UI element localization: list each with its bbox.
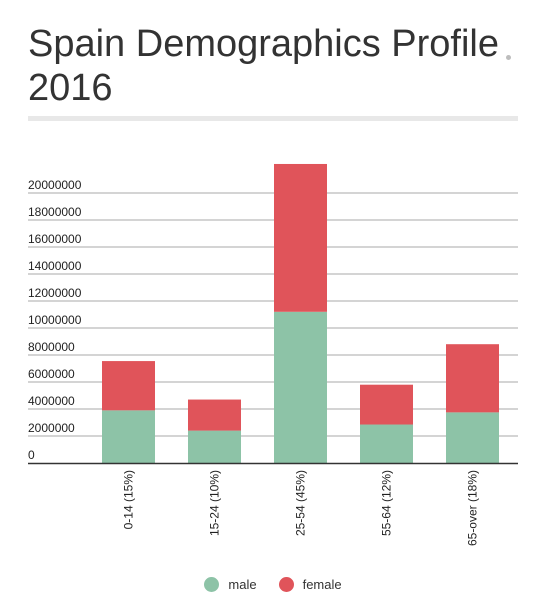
y-tick-label: 2000000 bbox=[28, 421, 75, 435]
y-tick-label: 10000000 bbox=[28, 313, 82, 327]
x-tick-label: 0-14 (15%) bbox=[122, 470, 136, 529]
y-tick-label: 16000000 bbox=[28, 232, 82, 246]
y-tick-label: 18000000 bbox=[28, 205, 82, 219]
x-tick-label: 25-54 (45%) bbox=[294, 470, 308, 536]
x-tick-label: 15-24 (10%) bbox=[208, 470, 222, 536]
bar-male[interactable] bbox=[274, 311, 327, 463]
x-axis-tick-labels: 0-14 (15%) 15-24 (10%) 25-54 (45%) 55-64 (1… bbox=[122, 470, 480, 546]
y-tick-label: 0 bbox=[28, 448, 35, 462]
bar-female[interactable] bbox=[274, 163, 327, 312]
legend: male female bbox=[0, 577, 546, 592]
y-tick-label: 6000000 bbox=[28, 367, 75, 381]
x-tick-label: 55-64 (12%) bbox=[380, 470, 394, 536]
legend-label-male: male bbox=[228, 577, 257, 592]
bar-male[interactable] bbox=[360, 424, 413, 463]
y-tick-label: 14000000 bbox=[28, 259, 82, 273]
bar-male[interactable] bbox=[446, 412, 499, 463]
x-tick-label: 65-over (18%) bbox=[466, 470, 480, 546]
bars bbox=[102, 163, 499, 463]
y-tick-label: 8000000 bbox=[28, 340, 75, 354]
gridlines bbox=[28, 192, 518, 437]
legend-item-female[interactable]: female bbox=[278, 577, 342, 592]
y-tick-label: 20000000 bbox=[28, 178, 82, 192]
chart-title-line-1: Spain Demographics Profile bbox=[28, 23, 500, 65]
legend-label-female: female bbox=[302, 577, 342, 592]
bar-female[interactable] bbox=[102, 361, 155, 411]
legend-swatch-male bbox=[204, 577, 220, 592]
title-dot bbox=[506, 55, 511, 60]
bar-female[interactable] bbox=[446, 344, 499, 413]
bar-female[interactable] bbox=[188, 399, 241, 431]
y-axis-tick-labels: 0 2000000 4000000 6000000 8000000 10000000 120… bbox=[28, 178, 82, 462]
y-tick-label: 4000000 bbox=[28, 394, 75, 408]
title-divider bbox=[28, 116, 518, 121]
bar-male[interactable] bbox=[188, 430, 241, 463]
chart-title: Spain Demographics Profile 2016 bbox=[28, 22, 528, 110]
legend-item-male[interactable]: male bbox=[204, 577, 257, 592]
y-tick-label: 12000000 bbox=[28, 286, 82, 300]
bar-female[interactable] bbox=[360, 384, 413, 425]
legend-swatch-female bbox=[278, 577, 294, 592]
bar-male[interactable] bbox=[102, 410, 155, 463]
chart-title-line-2: 2016 bbox=[28, 67, 113, 109]
